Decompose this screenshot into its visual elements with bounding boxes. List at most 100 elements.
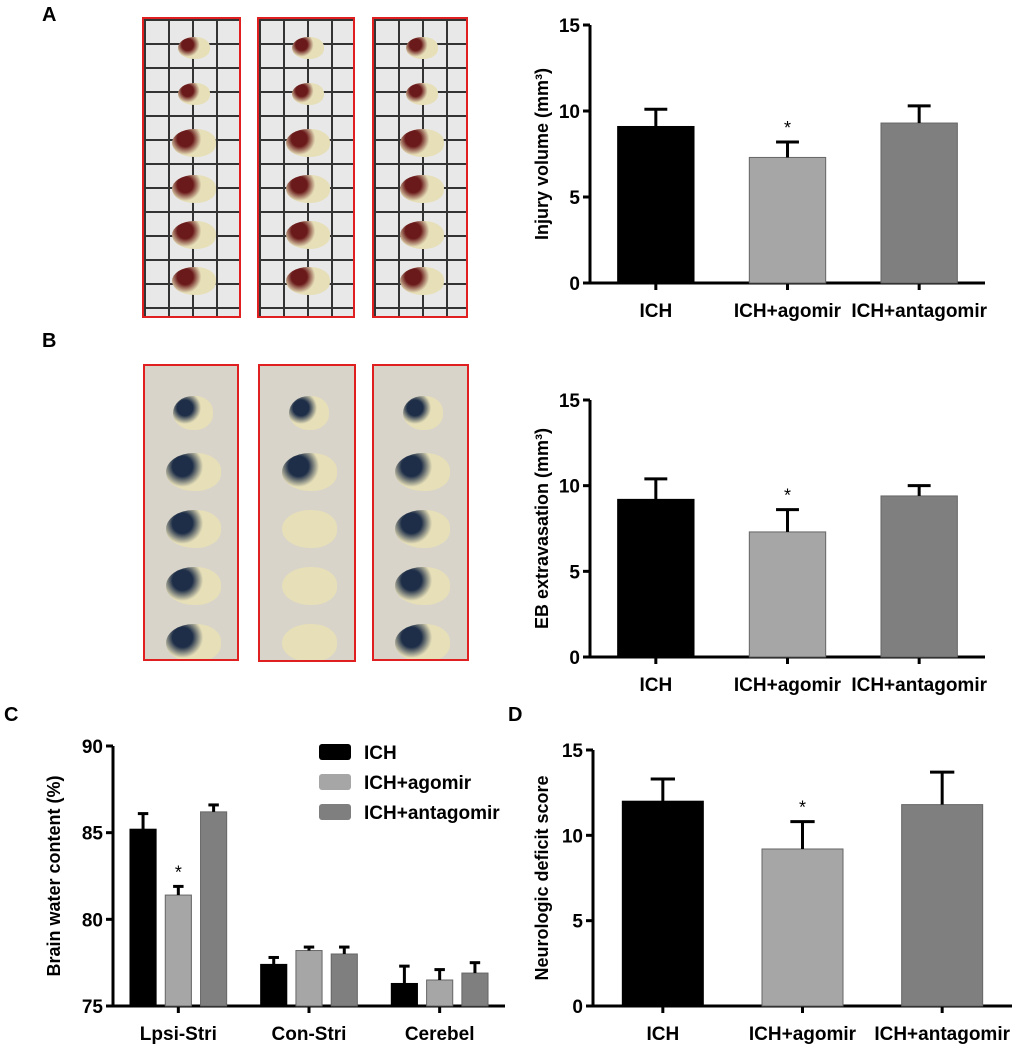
panel-label-b: B (42, 330, 57, 352)
brain-slice (395, 567, 450, 605)
legend-label: ICH+antagomir (364, 803, 500, 824)
y-tick-label: 15 (562, 741, 584, 762)
y-axis-label-c: Brain water content (%) (44, 775, 64, 976)
bar (617, 498, 695, 658)
bar (426, 979, 454, 1007)
bar (330, 953, 358, 1007)
eb-slice-photo-ich (143, 364, 239, 661)
x-tick-label: ICH (639, 301, 672, 322)
bar (617, 125, 695, 284)
x-tick-label: ICH+antagomir (874, 1024, 1010, 1045)
panel-label-a: A (42, 4, 57, 26)
x-tick-label: ICH+antagomir (851, 675, 987, 696)
y-tick-label: 80 (82, 910, 103, 931)
significance-star: * (799, 798, 806, 818)
brain-slice (406, 37, 438, 59)
brain-slice (289, 396, 329, 430)
brain-slice (173, 396, 213, 430)
brain-slice (286, 267, 330, 295)
y-tick-label: 15 (559, 16, 581, 37)
brain-slice (400, 267, 444, 295)
y-tick-label: 75 (82, 997, 104, 1018)
brain-slice (400, 175, 444, 203)
y-tick-label: 15 (559, 391, 581, 412)
y-tick-label: 5 (569, 188, 580, 209)
brain-slice-photo-antagomir (372, 17, 468, 318)
x-tick-label: ICH (646, 1024, 679, 1045)
y-tick-label: 10 (562, 826, 583, 847)
y-tick-label: 90 (82, 737, 103, 758)
significance-star: * (784, 118, 791, 138)
brain-slice (292, 83, 324, 105)
y-tick-label: 0 (572, 997, 583, 1018)
x-tick-label: ICH+agomir (749, 1024, 857, 1045)
legend-swatch (319, 774, 351, 790)
significance-star: * (784, 486, 791, 506)
bar (748, 531, 827, 658)
brain-slice (281, 567, 337, 605)
y-tick-label: 0 (569, 648, 580, 669)
brain-slice (400, 129, 444, 157)
y-tick-label: 5 (572, 912, 583, 933)
brain-slice (281, 510, 337, 548)
brain-slice (281, 453, 337, 491)
bar (390, 982, 418, 1007)
brain-slice (177, 37, 210, 59)
y-tick-label: 0 (569, 274, 580, 295)
legend-label: ICH+agomir (364, 773, 472, 794)
brain-slice (165, 624, 221, 659)
brain-slice (395, 510, 450, 548)
brain-slice (400, 221, 444, 249)
significance-star: * (175, 862, 182, 882)
brain-slice (395, 624, 450, 659)
x-tick-label: ICH+antagomir (851, 301, 987, 322)
x-tick-label: ICH+agomir (734, 301, 842, 322)
y-axis-label-d: Neurologic deficit score (532, 775, 552, 980)
bar (880, 495, 958, 658)
brain-slice (292, 37, 324, 59)
bar (461, 972, 489, 1007)
legend-label: ICH (364, 743, 397, 764)
brain-slice (286, 221, 330, 249)
brain-slice (402, 396, 443, 430)
brain-slice (171, 221, 216, 249)
brain-slice (286, 175, 330, 203)
brain-slice-photo-ich (142, 17, 241, 318)
brain-slice (165, 510, 221, 548)
y-tick-label: 10 (559, 102, 580, 123)
brain-slice-photo-agomir (257, 17, 355, 318)
eb-slice-photo-antagomir (372, 364, 469, 661)
brain-slice (286, 129, 330, 157)
brain-slice (171, 175, 216, 203)
bar (200, 811, 228, 1007)
y-axis-label-a: Injury volume (mm³) (532, 68, 552, 240)
bar (260, 963, 288, 1007)
brain-slice (406, 83, 438, 105)
x-tick-label: Cerebel (405, 1024, 475, 1045)
brain-slice (171, 129, 216, 157)
bar (164, 894, 192, 1007)
brain-slice (281, 624, 337, 660)
legend-swatch (319, 804, 351, 820)
brain-slice (177, 83, 210, 105)
bar (129, 828, 157, 1007)
brain-slice (171, 267, 216, 295)
y-tick-label: 5 (569, 562, 580, 583)
panel-label-c: C (4, 704, 19, 726)
bar (761, 848, 844, 1007)
y-axis-label-b: EB extravasation (mm³) (532, 428, 552, 629)
brain-slice (165, 567, 221, 605)
x-tick-label: ICH (639, 675, 672, 696)
eb-slice-photo-agomir (258, 364, 356, 662)
x-tick-label: ICH+agomir (734, 675, 842, 696)
bar (621, 800, 704, 1007)
bar (880, 122, 958, 284)
y-tick-label: 10 (559, 477, 580, 498)
y-tick-label: 85 (82, 824, 104, 845)
panel-label-d: D (508, 704, 523, 726)
bar (295, 950, 323, 1007)
bar (748, 156, 827, 284)
x-tick-label: Con-Stri (272, 1024, 347, 1045)
